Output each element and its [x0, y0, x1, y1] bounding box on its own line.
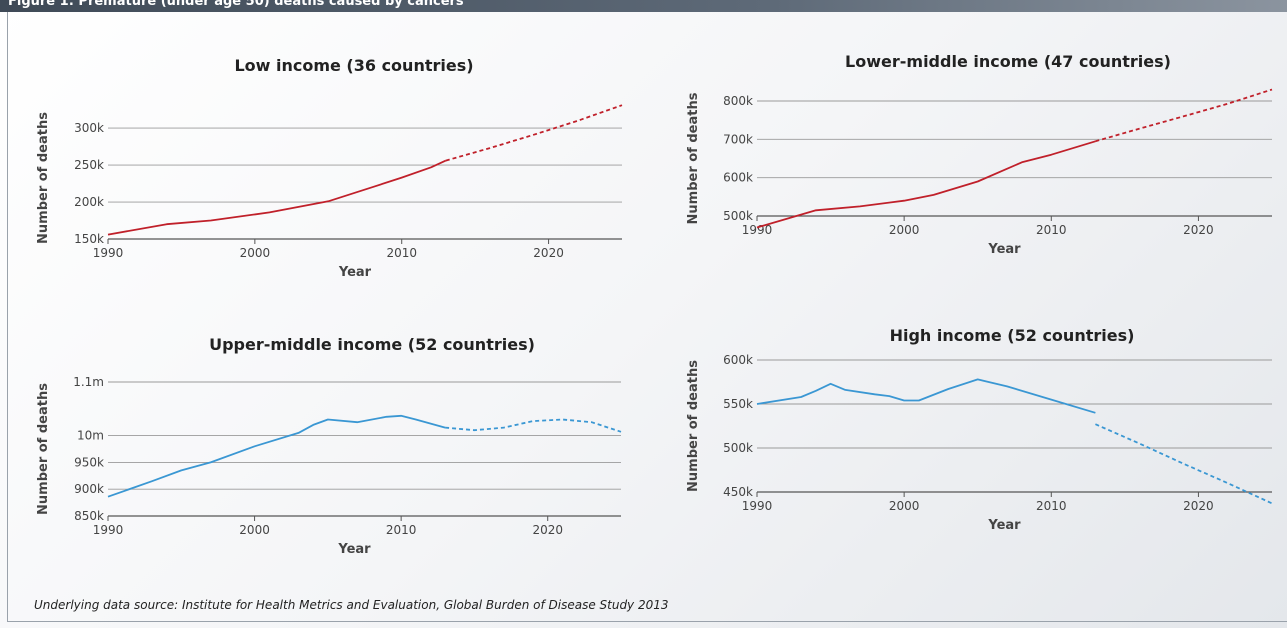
historical-line	[107, 159, 447, 236]
chart-lower-middle-income: Lower-middle income (47 countries) 500k 60…	[650, 40, 1287, 275]
y-tick-label: 250k	[74, 158, 104, 172]
y-axis-label: Number of deaths	[686, 360, 701, 492]
historical-line	[756, 378, 1096, 414]
x-tick-label: 2000	[889, 499, 920, 513]
projection-line	[1095, 88, 1273, 143]
historical-line	[756, 140, 1096, 229]
chart-title: Lower-middle income (47 countries)	[845, 52, 1171, 71]
y-tick-label: 150k	[74, 232, 104, 246]
chart-title: Upper-middle income (52 countries)	[209, 335, 535, 354]
y-axis-label: Number of deaths	[36, 383, 51, 515]
y-tick-label: 900k	[74, 482, 104, 496]
chart-svg: Upper-middle income (52 countries) 850k 90…	[36, 335, 622, 557]
data-source-note: Underlying data source: Institute for He…	[34, 598, 669, 612]
chart-svg: High income (52 countries) 450k 500k 550k 60…	[686, 326, 1273, 533]
y-tick-label: 800k	[723, 94, 753, 108]
y-tick-label: 550k	[723, 397, 753, 411]
x-tick-label: 2000	[239, 523, 270, 537]
projection-line	[1095, 423, 1273, 505]
x-axis-label: Year	[337, 542, 371, 557]
y-tick-label: 500k	[723, 441, 753, 455]
chart-upper-middle-income: Upper-middle income (52 countries) 850k 90…	[0, 325, 640, 575]
chart-title: Low income (36 countries)	[234, 56, 473, 75]
x-tick-label: 1990	[742, 499, 773, 513]
projection-line	[445, 104, 623, 162]
y-tick-label: 200k	[74, 195, 104, 209]
x-tick-label: 1990	[742, 223, 773, 237]
y-tick-label: 450k	[723, 485, 753, 499]
x-tick-label: 2010	[1036, 223, 1067, 237]
figure-header: Figure 1: Premature (under age 50) death…	[0, 0, 1287, 12]
x-tick-label: 2000	[889, 223, 920, 237]
x-axis-label: Year	[987, 518, 1021, 533]
x-tick-label: 2010	[1036, 499, 1067, 513]
x-tick-label: 2010	[386, 523, 417, 537]
figure-frame	[7, 12, 1287, 622]
y-axis-label: Number of deaths	[36, 112, 51, 244]
y-tick-label: 600k	[723, 171, 753, 185]
x-tick-label: 2000	[240, 246, 271, 260]
chart-high-income: High income (52 countries) 450k 500k 550k 60…	[650, 315, 1287, 560]
chart-svg: Lower-middle income (47 countries) 500k 60…	[686, 52, 1273, 257]
y-tick-label: 1.1m	[73, 375, 104, 389]
x-axis-label: Year	[987, 242, 1021, 257]
y-tick-label: 700k	[723, 132, 753, 146]
x-tick-label: 1990	[93, 246, 124, 260]
figure-title: Figure 1: Premature (under age 50) death…	[8, 0, 464, 9]
y-axis-label: Number of deaths	[686, 92, 701, 224]
y-tick-label: 850k	[74, 509, 104, 523]
y-tick-label: 500k	[723, 209, 753, 223]
x-tick-label: 2020	[533, 246, 564, 260]
x-tick-label: 2020	[1183, 223, 1214, 237]
chart-low-income: Low income (36 countries) 150k 200k 250k 300…	[0, 40, 640, 300]
x-axis-label: Year	[338, 265, 372, 280]
x-tick-label: 1990	[93, 523, 124, 537]
historical-line	[107, 414, 446, 498]
y-tick-label: 950k	[74, 455, 104, 469]
x-tick-label: 2010	[386, 246, 417, 260]
projection-line	[445, 418, 622, 433]
chart-title: High income (52 countries)	[890, 326, 1135, 345]
x-tick-label: 2020	[532, 523, 563, 537]
y-tick-label: 300k	[74, 121, 104, 135]
y-tick-label: 600k	[723, 353, 753, 367]
y-tick-label: 10m	[77, 429, 104, 443]
chart-svg: Low income (36 countries) 150k 200k 250k 300…	[36, 56, 623, 280]
x-tick-label: 2020	[1183, 499, 1214, 513]
